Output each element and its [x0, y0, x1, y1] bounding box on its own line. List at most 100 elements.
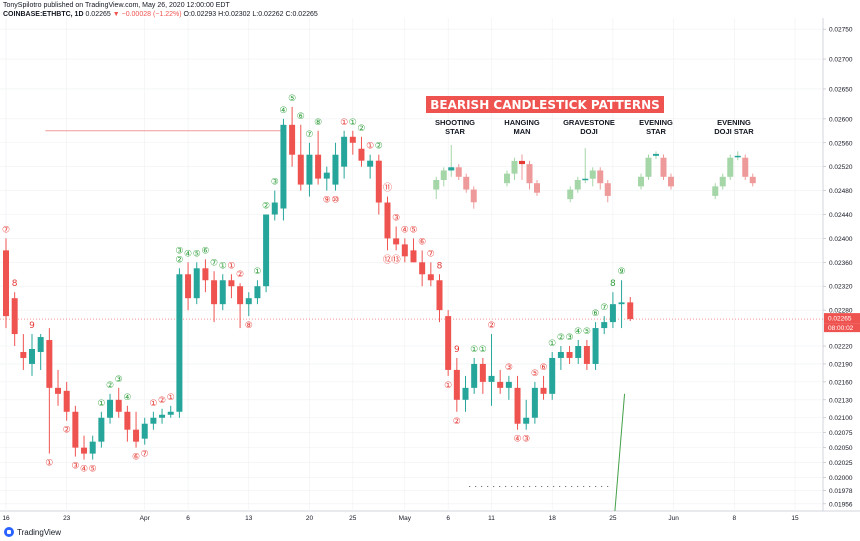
y-tick-label: 0.02130 [829, 397, 853, 404]
sequential-count-label: ② [236, 270, 244, 280]
y-tick-label: 0.02440 [829, 212, 853, 219]
sequential-count-label: ④ [513, 435, 521, 445]
sequential-count-label: ⑩ [331, 196, 339, 206]
candle [583, 346, 590, 364]
candle [280, 124, 287, 209]
candle [592, 328, 599, 364]
y-tick-label: 0.02400 [829, 236, 853, 243]
candle [566, 351, 573, 358]
sequential-count-label: ① [97, 399, 105, 409]
pattern-candle [504, 173, 510, 184]
candle [141, 423, 148, 439]
pattern-candle [734, 155, 741, 158]
y-tick-label: 0.02100 [829, 415, 853, 422]
pattern-candle [719, 176, 726, 187]
pattern-candle [574, 180, 581, 190]
pattern-candle [463, 176, 470, 190]
sequential-count-label: ④ [279, 106, 287, 116]
y-tick-label: 0.02520 [829, 164, 853, 171]
pattern-label: GRAVESTONE [563, 118, 615, 127]
candle [98, 417, 105, 442]
candle [505, 381, 512, 388]
sequential-count-label: ③ [522, 435, 530, 445]
candle [228, 280, 235, 287]
candle [375, 160, 382, 203]
candle [488, 375, 495, 382]
sequential-count-label: ③ [115, 375, 123, 385]
candle [89, 441, 96, 454]
sequential-count-label: ① [366, 142, 374, 152]
candle [237, 286, 244, 305]
price-label-box [824, 313, 860, 324]
candle [479, 363, 486, 382]
candle [133, 429, 140, 442]
candle [445, 316, 452, 370]
sequential-count-label: ⑫ [383, 254, 392, 265]
x-tick-label: 23 [63, 515, 71, 522]
sequential-count-label: ④ [401, 225, 409, 235]
sequential-count-label: ⑥ [297, 112, 305, 122]
candle [514, 387, 521, 424]
candle [3, 250, 9, 317]
y-tick-label: 0.02650 [829, 86, 853, 93]
x-tick-label: Apr [140, 515, 151, 522]
sequential-count-label: ① [149, 399, 157, 409]
sequential-count-label: ② [175, 255, 183, 265]
y-tick-label: 0.02280 [829, 308, 853, 315]
sequential-count-label: ① [227, 261, 235, 271]
sequential-count-label: ① [444, 381, 452, 391]
y-tick-label: 0.02700 [829, 57, 853, 64]
candle [540, 387, 547, 394]
title-box [426, 96, 664, 113]
countdown-label: 08:00:02 [828, 325, 854, 332]
x-tick-label: 25 [609, 515, 617, 522]
pattern-label: STAR [646, 127, 666, 136]
sequential-count-label: ② [106, 381, 114, 391]
sequential-count-label: 9 [454, 345, 460, 355]
candle [271, 202, 278, 215]
sequential-count-label: ② [262, 201, 270, 211]
y-tick-label: 0.02190 [829, 361, 853, 368]
candle [150, 417, 157, 424]
candle [601, 322, 608, 329]
sequential-count-label: ⑥ [592, 309, 600, 319]
candle [323, 172, 330, 179]
publisher-line: TonySpilotro published on TradingView.co… [3, 2, 230, 9]
pattern-label: DOJI STAR [714, 127, 754, 136]
sequential-count-label: ② [158, 396, 166, 406]
candle [609, 304, 616, 323]
x-tick-label: 15 [791, 515, 799, 522]
candle [29, 348, 36, 364]
pattern-candle [589, 170, 596, 179]
pattern-candle [727, 157, 734, 177]
pattern-label: DOJI [580, 127, 598, 136]
y-tick-label: 0.01978 [829, 488, 853, 495]
sequential-count-label: ⑦ [2, 225, 10, 235]
sequential-count-label: ① [479, 345, 487, 355]
pattern-candle [645, 157, 652, 177]
sequential-count-label: ③ [392, 213, 400, 223]
sequential-count-label: ⑤ [193, 249, 201, 259]
sequential-count-label: ① [219, 261, 227, 271]
candle [358, 148, 365, 161]
candle [306, 154, 313, 185]
pattern-label: EVENING [717, 118, 751, 127]
symbol-name: COINBASE:ETHBTC, 1D [3, 11, 84, 18]
sequential-count-label: ④ [80, 465, 88, 475]
candle [11, 298, 18, 335]
tradingview-logo-icon [4, 527, 14, 537]
x-tick-label: 6 [446, 515, 450, 522]
candle [289, 124, 296, 155]
pattern-candle [567, 189, 574, 200]
pattern-candle [712, 186, 719, 196]
footer-brand: TradingView [4, 527, 61, 537]
pattern-candle [638, 176, 644, 187]
symbol-line: COINBASE:ETHBTC, 1D 0.02265 ▼ −0.00028 (… [3, 11, 318, 18]
candle [124, 411, 131, 430]
y-tick-label: 0.02480 [829, 188, 853, 195]
candle [618, 302, 625, 305]
candle [245, 298, 252, 305]
countdown-box [824, 323, 860, 333]
candle [20, 351, 27, 358]
